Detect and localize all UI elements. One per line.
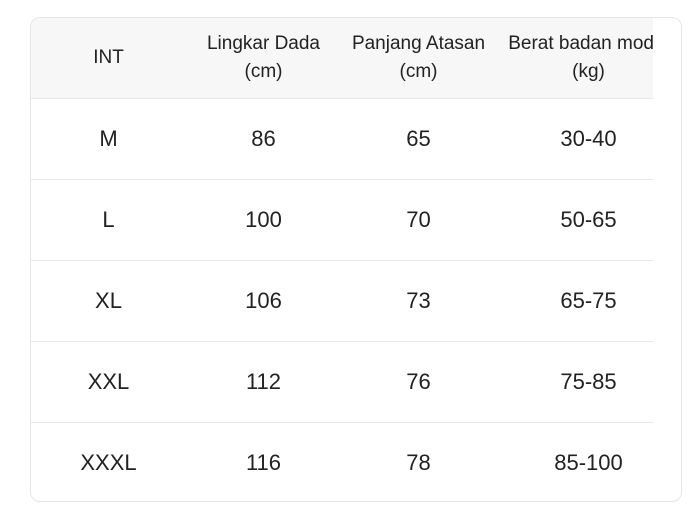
table-cell: 85-100 xyxy=(554,450,623,475)
table-row: L 100 70 50-65 xyxy=(31,180,653,261)
table-row: M 86 65 30-40 xyxy=(31,99,653,180)
table-cell: 70 xyxy=(406,207,431,232)
table-cell: 106 xyxy=(245,288,282,313)
header-text: (kg) xyxy=(572,61,605,82)
header-text: (cm) xyxy=(244,61,283,82)
header-text: Lingkar Dada xyxy=(206,33,321,54)
table-cell: 100 xyxy=(245,207,282,232)
table-cell: XXL xyxy=(87,369,130,394)
table-cell: 76 xyxy=(406,369,431,394)
table-row: XL 106 73 65-75 xyxy=(31,261,653,342)
header-row: INT Lingkar Dada (cm) Panjang Atasan (cm) Ber… xyxy=(31,18,653,99)
header-text: Berat badan model xyxy=(508,33,653,54)
table-cell: 50-65 xyxy=(560,207,617,232)
table-row: XXXL 116 78 85-100 xyxy=(31,423,653,501)
table-cell: 73 xyxy=(406,288,431,313)
table-cell: 75-85 xyxy=(560,369,617,394)
header-cell: Berat badan model (kg) xyxy=(496,18,653,98)
header-text: INT xyxy=(93,47,124,68)
table-cell: M xyxy=(99,126,118,151)
header-cell: Panjang Atasan (cm) xyxy=(341,18,496,98)
header-text: Panjang Atasan xyxy=(351,33,486,54)
table-cell: L xyxy=(102,207,115,232)
table-cell: 65 xyxy=(406,126,431,151)
table-cell: 30-40 xyxy=(560,126,617,151)
size-table: INT Lingkar Dada (cm) Panjang Atasan (cm) Ber… xyxy=(30,17,682,502)
table-cell: 112 xyxy=(245,369,282,394)
table-cell: XXXL xyxy=(80,450,137,475)
table-cell: 86 xyxy=(251,126,276,151)
table-cell: 78 xyxy=(406,450,431,475)
table-cell: 65-75 xyxy=(560,288,617,313)
table-viewport: INT Lingkar Dada (cm) Panjang Atasan (cm) Ber… xyxy=(31,18,653,501)
table-cell: 116 xyxy=(245,450,282,475)
table-cell: XL xyxy=(95,288,122,313)
header-cell: INT xyxy=(31,18,186,98)
header-text: (cm) xyxy=(399,61,438,82)
table-row: XXL 112 76 75-85 xyxy=(31,342,653,423)
header-cell: Lingkar Dada (cm) xyxy=(186,18,341,98)
